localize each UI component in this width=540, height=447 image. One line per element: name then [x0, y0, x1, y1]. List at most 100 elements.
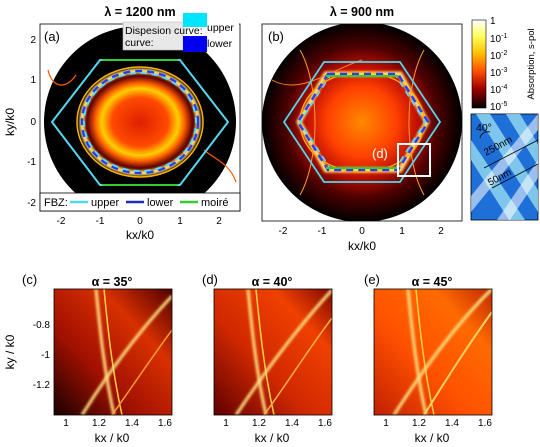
panel-a-ytick: -1	[27, 157, 36, 168]
panel-b-arc-left	[299, 49, 316, 196]
panel-e-xtick: 1.2	[412, 418, 426, 429]
structure-stripe	[497, 160, 538, 220]
panel-c: (c) α = 35° -0.8 -1 -1.2 1 1.2 1.4 1.6 k…	[3, 272, 173, 445]
structure-inset: 40° 250nm 50nm	[470, 113, 539, 221]
panel-c-xlabel: kx / k0	[95, 431, 130, 445]
panel-b-x-ticks: -2 -1 0 1 2	[279, 226, 445, 237]
panel-c-xtick: 1.4	[125, 418, 139, 429]
panel-c-frame	[53, 288, 173, 416]
panel-c-xtick: 1.6	[158, 418, 172, 429]
panel-d-frame	[213, 288, 333, 416]
panel-d-xtick: 1.2	[252, 418, 266, 429]
panel-b-disk	[262, 24, 462, 221]
panel-b-xtick: 2	[438, 226, 444, 237]
panel-d: (d) α = 40° 1 1.2 1.4 1.6 kx / k0	[202, 272, 333, 445]
structure-period-arrow	[483, 139, 539, 169]
panel-b-zoom-box	[397, 143, 431, 177]
panel-c-title: α = 35°	[92, 275, 133, 289]
panel-b-zoom-label: (d)	[372, 146, 388, 161]
panel-d-label: (d)	[202, 272, 218, 287]
panel-c-ytick: -1.2	[33, 380, 51, 391]
structure-stripe	[471, 114, 538, 212]
panel-e-band	[406, 289, 428, 415]
panel-a-xtick: 0	[137, 216, 143, 227]
panel-a-xtick: 1	[177, 216, 183, 227]
panel-e: (e) α = 45° 1 1.2 1.4 1.6 kx / k0	[364, 272, 493, 445]
panel-a-ytick: 1	[30, 75, 36, 86]
colorbar-tick: 10-1	[490, 33, 507, 45]
panel-e-label: (e)	[364, 272, 380, 287]
panel-a-fbz-upper	[50, 59, 230, 186]
colorbar-tick: 10-2	[490, 50, 507, 62]
panel-a-glow	[78, 68, 202, 176]
dispersion-lower-swatch	[183, 36, 207, 52]
colorbar-tick: 10-3	[490, 67, 507, 79]
panel-a-xtick: 2	[216, 216, 222, 227]
panel-d-title: α = 40°	[252, 275, 293, 289]
panel-e-xtick: 1.4	[445, 418, 459, 429]
panel-c-xtick: 1.2	[92, 418, 106, 429]
panel-b-xtick: -1	[318, 226, 327, 237]
panel-b-arc-top	[271, 59, 363, 86]
dispersion-legend-title-line2: curve:	[125, 37, 154, 49]
fbz-moire-label: moiré	[201, 197, 229, 209]
colorbar-label: Absorption, s-pol	[526, 28, 537, 99]
panel-a-dispersion-legend: Dispesion curve: curve: upper lower	[122, 13, 239, 52]
dispersion-lower-label: lower	[207, 38, 233, 50]
panel-d-heatmap	[214, 289, 332, 415]
panel-c-band	[103, 289, 123, 415]
panel-e-xtick: 1	[383, 418, 389, 429]
panel-b: λ = 900 nm (b) (d) -2 -1 0 1 2 kx/k0	[261, 5, 463, 253]
colorbar: 1 10-1 10-2 10-3 10-4 10-5 Absorption, s…	[471, 16, 537, 113]
fbz-upper-label: upper	[91, 197, 119, 209]
panel-d-xtick: 1.4	[285, 418, 299, 429]
panel-a-ytick: 2	[30, 35, 36, 46]
panel-a-ring-outer	[76, 66, 204, 178]
panel-a-xlabel: kx/k0	[126, 228, 154, 242]
panel-b-xtick: 0	[359, 226, 365, 237]
colorbar-tick: 10-5	[490, 101, 507, 113]
panel-b-ring	[296, 71, 430, 173]
fbz-legend-title: FBZ:	[44, 197, 68, 209]
panel-a-ytick: 0	[30, 117, 36, 128]
panel-e-frame	[373, 288, 493, 416]
panel-a-arc-right	[203, 149, 237, 183]
panel-d-band	[234, 289, 332, 415]
panel-c-band	[80, 294, 172, 415]
structure-width-arrow	[491, 163, 539, 189]
panel-c-ylabel: ky / k0	[3, 334, 17, 369]
colorbar-scale	[471, 19, 487, 109]
panel-e-xlabel: kx / k0	[415, 431, 450, 445]
panel-a-dispersion-lower	[80, 69, 200, 175]
panel-e-band	[415, 289, 435, 415]
panel-a-label: (a)	[44, 29, 60, 44]
panel-c-band	[111, 329, 172, 415]
panel-a: λ = 1200 nm (a) Dispesion curve: curve: …	[3, 5, 241, 242]
panel-e-xtick: 1.6	[478, 418, 492, 429]
panel-b-arc-right	[408, 49, 425, 196]
dispersion-upper-label: upper	[207, 22, 234, 34]
panel-b-xtick: -2	[279, 226, 288, 237]
colorbar-tick: 1	[490, 16, 496, 27]
panel-a-fbz-legend: FBZ: upper lower moiré	[39, 192, 241, 212]
panel-c-label: (c)	[22, 272, 37, 287]
panel-e-title: α = 45°	[412, 275, 453, 289]
panel-d-band	[246, 289, 268, 415]
panel-c-ytick: -1	[41, 350, 50, 361]
panel-d-band	[263, 317, 332, 415]
dispersion-legend-title: Dispesion curve:	[125, 25, 203, 37]
structure-angle-label: 40°	[476, 122, 492, 134]
panel-a-title: λ = 1200 nm	[104, 5, 175, 19]
panel-e-band	[423, 311, 492, 415]
panel-e-band	[392, 289, 492, 415]
panel-d-xlabel: kx / k0	[255, 431, 290, 445]
panel-b-label: (b)	[268, 29, 284, 44]
dispersion-legend-box	[122, 21, 184, 51]
panel-b-fbz-upper	[282, 61, 442, 183]
panel-b-xtick: 1	[399, 226, 405, 237]
structure-angle-arc	[479, 131, 491, 139]
panel-c-ytick: -0.8	[33, 320, 51, 331]
dispersion-upper-swatch	[183, 13, 207, 27]
panel-d-band	[255, 289, 275, 415]
